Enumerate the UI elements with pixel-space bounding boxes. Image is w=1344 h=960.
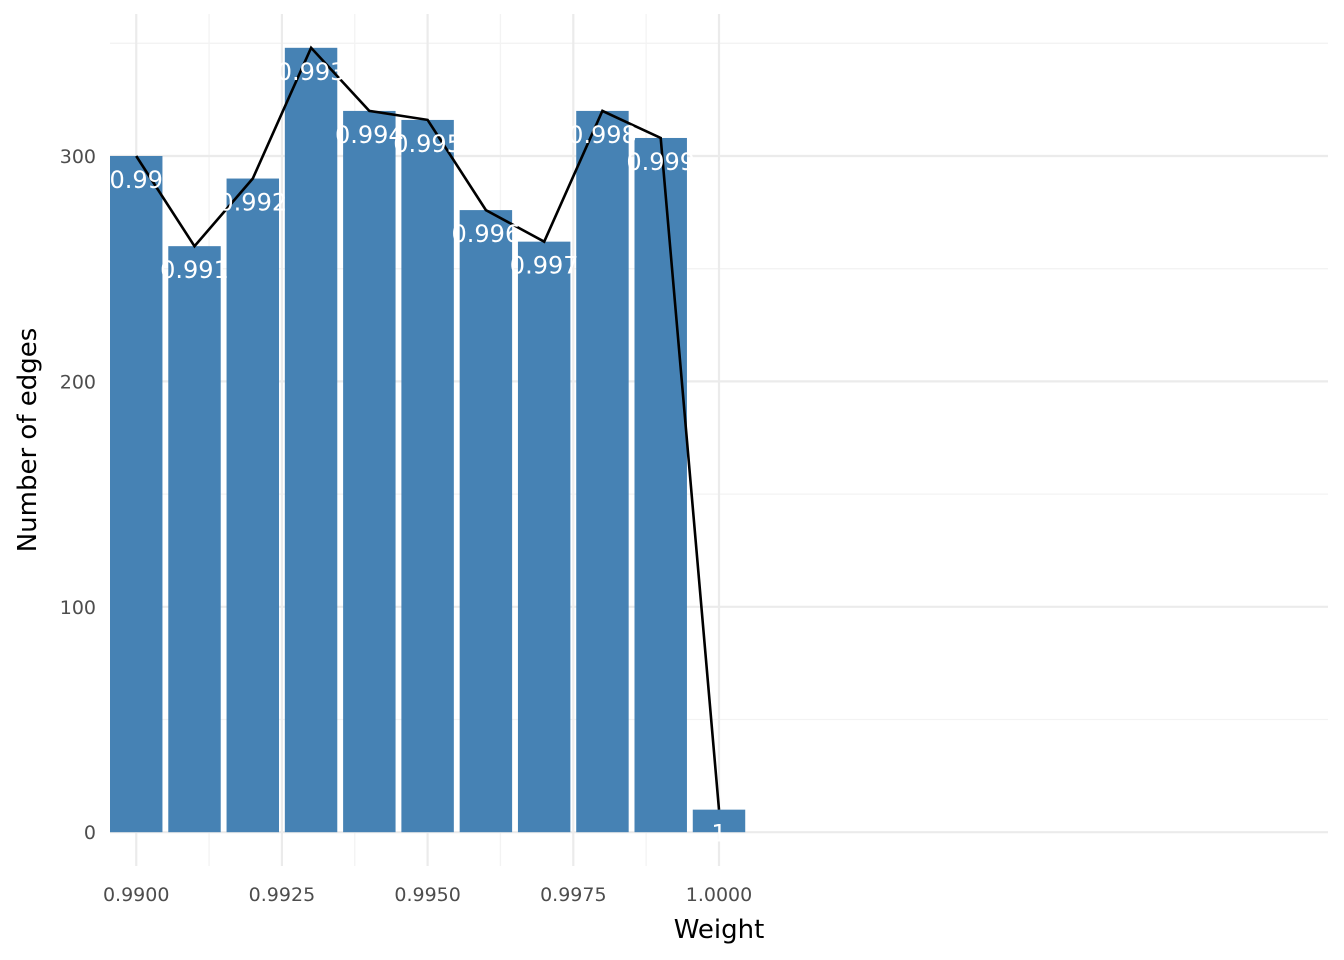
x-tick-label: 1.0000 xyxy=(686,884,752,906)
bar-label: 0.999 xyxy=(626,148,695,176)
bar-label: 0.998 xyxy=(568,121,637,149)
bar-label: 0.992 xyxy=(218,189,287,217)
trend-line-group xyxy=(135,45,721,810)
bar xyxy=(168,246,221,833)
bar-label: 0.993 xyxy=(277,58,346,86)
bar xyxy=(110,156,163,833)
bar xyxy=(459,210,513,833)
bar-label: 0.99 xyxy=(110,166,163,194)
bar xyxy=(343,110,396,833)
bar xyxy=(634,137,687,833)
bar xyxy=(284,47,338,833)
bar-label: 0.997 xyxy=(510,252,579,280)
bar-label: 0.991 xyxy=(160,256,229,284)
bar xyxy=(517,241,571,833)
y-tick-label: 0 xyxy=(84,822,96,844)
x-axis-title: Weight xyxy=(674,915,765,945)
bar-label: 1 xyxy=(711,820,726,848)
x-tick-label: 0.9925 xyxy=(249,884,315,906)
y-tick-label: 100 xyxy=(60,597,96,619)
x-tick-label: 0.9900 xyxy=(103,884,169,906)
axis-ticks: 0.9900 0.9925 0.9950 0.9975 1.0000 0 100 200 300 xyxy=(60,146,753,906)
bar-label: 0.995 xyxy=(393,130,462,158)
x-tick-label: 0.9975 xyxy=(540,884,606,906)
bar-label: 0.994 xyxy=(335,121,404,149)
bar xyxy=(401,119,454,833)
trend-line xyxy=(135,45,721,810)
bar xyxy=(226,178,280,833)
bar-label: 0.996 xyxy=(452,220,521,248)
y-tick-label: 200 xyxy=(60,371,96,393)
bar xyxy=(692,809,746,833)
x-tick-label: 0.9950 xyxy=(394,884,460,906)
y-axis-title: Number of edges xyxy=(13,328,43,553)
bars xyxy=(110,47,746,833)
y-tick-label: 300 xyxy=(60,146,96,168)
bar xyxy=(576,110,629,833)
